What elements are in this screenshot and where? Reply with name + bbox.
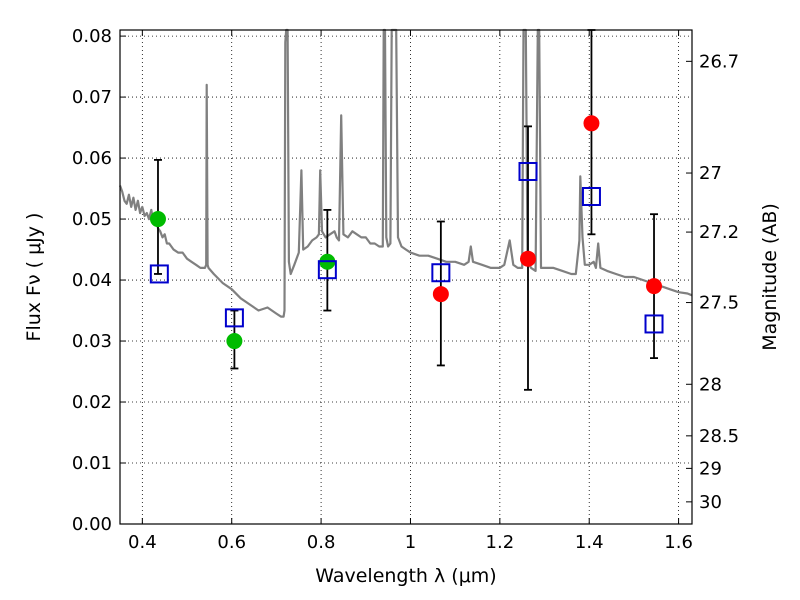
data-point-square bbox=[644, 314, 664, 334]
spectrum-line bbox=[118, 28, 693, 318]
x-tick-label: 1.2 bbox=[486, 532, 515, 553]
data-markers bbox=[149, 115, 664, 350]
data-point-circle bbox=[583, 115, 600, 132]
y2-tick-label: 29 bbox=[699, 458, 722, 479]
data-point-circle bbox=[646, 278, 663, 295]
data-point-square bbox=[581, 186, 601, 206]
data-point-square bbox=[431, 263, 451, 283]
data-point-circle bbox=[149, 211, 166, 228]
model-spectrum bbox=[118, 28, 693, 318]
y2-tick-label: 28 bbox=[699, 374, 722, 395]
data-point-square bbox=[317, 260, 337, 280]
y2-tick-label: 27 bbox=[699, 163, 722, 184]
x-tick-label: 1.4 bbox=[575, 532, 604, 553]
y-tick-label: 0.05 bbox=[72, 209, 112, 230]
x-tick-label: 0.4 bbox=[128, 532, 157, 553]
y-tick-label: 0.06 bbox=[72, 148, 112, 169]
x-tick-label: 0.8 bbox=[307, 532, 336, 553]
y2-tick-label: 30 bbox=[699, 492, 722, 513]
y-tick-label: 0.00 bbox=[72, 514, 112, 535]
data-point-square bbox=[224, 308, 244, 328]
y-tick-label: 0.03 bbox=[72, 331, 112, 352]
x-axis-title: Wavelength λ (μm) bbox=[315, 565, 496, 587]
y2-tick-labels: 26.7 27 27.2 27.5 28 28.5 29 30 bbox=[699, 51, 739, 513]
axis-ticks bbox=[120, 30, 692, 525]
y-axis-title: Flux Fν ( μJy ) bbox=[23, 213, 45, 342]
y2-tick-label: 26.7 bbox=[699, 51, 739, 72]
y2-tick-label: 28.5 bbox=[699, 426, 739, 447]
x-tick-labels: 0.4 0.6 0.8 1 1.2 1.4 1.6 bbox=[128, 532, 693, 553]
plot-frame bbox=[119, 29, 693, 525]
y-tick-label: 0.02 bbox=[72, 392, 112, 413]
data-point-circle bbox=[432, 286, 449, 303]
data-point-square bbox=[518, 161, 538, 181]
data-point-circle bbox=[519, 250, 536, 267]
y2-tick-label: 27.5 bbox=[699, 293, 739, 314]
data-point-square bbox=[149, 264, 169, 284]
y-tick-label: 0.08 bbox=[72, 26, 112, 47]
x-tick-label: 1.6 bbox=[664, 532, 693, 553]
y2-axis-title: Magnitude (AB) bbox=[759, 203, 781, 351]
data-point-circle bbox=[226, 333, 243, 350]
x-tick-label: 0.6 bbox=[217, 532, 246, 553]
x-tick-label: 1 bbox=[405, 532, 416, 553]
y-tick-label: 0.01 bbox=[72, 453, 112, 474]
y-tick-labels: 0.00 0.01 0.02 0.03 0.04 0.05 0.06 0.07 0.08 bbox=[72, 26, 112, 535]
y2-tick-label: 27.2 bbox=[699, 222, 739, 243]
y-tick-label: 0.04 bbox=[72, 270, 112, 291]
y-tick-label: 0.07 bbox=[72, 87, 112, 108]
